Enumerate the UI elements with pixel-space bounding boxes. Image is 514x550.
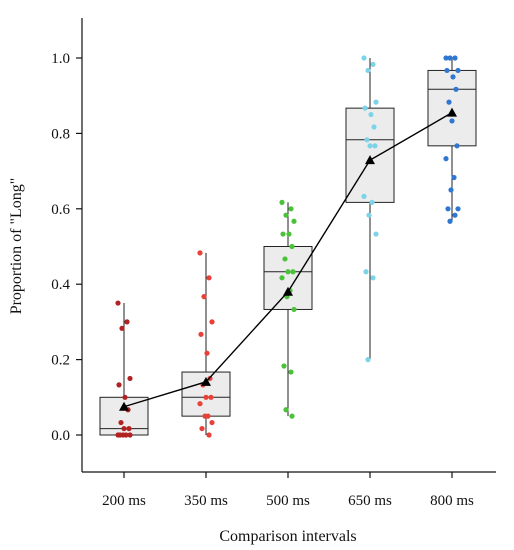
data-point	[283, 407, 289, 413]
data-point	[209, 319, 215, 325]
box-group	[181, 252, 231, 435]
data-point	[285, 269, 291, 275]
y-axis-title: Proportion of "Long"	[8, 178, 25, 315]
data-point	[373, 99, 379, 105]
data-point	[116, 382, 122, 388]
x-axis-title: Comparison intervals	[219, 528, 356, 545]
x-tick-label: 500 ms	[266, 493, 310, 509]
data-point	[449, 118, 455, 124]
data-point	[444, 67, 450, 74]
data-point	[206, 275, 212, 281]
data-point	[366, 212, 372, 218]
data-point	[450, 74, 456, 80]
data-point	[361, 193, 367, 199]
data-point	[280, 231, 286, 237]
data-point	[372, 143, 378, 149]
iqr-box	[263, 246, 313, 310]
data-point	[454, 143, 460, 149]
y-tick-label: 0.8	[51, 126, 70, 142]
data-point	[446, 99, 452, 105]
data-point	[127, 432, 133, 438]
data-point	[445, 206, 451, 212]
data-point	[370, 275, 376, 281]
data-point	[122, 394, 128, 400]
data-point	[451, 174, 457, 181]
data-point	[365, 357, 371, 363]
data-point	[373, 231, 379, 237]
data-point	[370, 61, 376, 68]
data-point	[289, 413, 295, 419]
x-tick-label: 350 ms	[184, 493, 228, 509]
mean-marker	[201, 376, 211, 386]
data-point	[198, 331, 204, 337]
data-point	[283, 212, 289, 218]
data-point	[279, 275, 285, 281]
data-point	[206, 432, 212, 438]
data-point	[209, 419, 215, 426]
data-point	[363, 269, 369, 275]
box-group	[99, 303, 149, 436]
data-point	[290, 269, 296, 275]
mean-marker	[119, 401, 129, 411]
data-point	[197, 401, 203, 407]
data-point	[124, 319, 130, 325]
data-point	[452, 55, 458, 61]
data-point	[208, 394, 214, 400]
plot-frame	[81, 18, 496, 473]
data-point	[367, 143, 373, 149]
data-point	[115, 300, 121, 306]
data-point	[201, 294, 207, 300]
data-point	[289, 243, 295, 250]
data-point	[127, 375, 133, 382]
data-point	[365, 67, 371, 74]
data-point	[455, 206, 461, 212]
mean-marker	[447, 107, 457, 117]
data-point	[362, 105, 368, 111]
data-point	[203, 394, 209, 400]
data-point	[368, 111, 374, 118]
y-tick-label: 0.6	[51, 202, 70, 218]
data-point	[282, 256, 288, 262]
y-tick-label: 0.2	[51, 353, 70, 369]
x-tick-label: 650 ms	[348, 493, 392, 509]
data-point	[364, 137, 370, 143]
data-point	[455, 67, 461, 74]
data-point	[448, 187, 454, 193]
data-point	[119, 325, 125, 331]
data-point	[288, 206, 294, 212]
data-point	[443, 55, 449, 61]
data-point	[371, 124, 377, 130]
mean-marker	[283, 286, 293, 296]
data-point	[369, 199, 375, 205]
x-tick-label: 800 ms	[430, 493, 474, 509]
data-point	[452, 212, 458, 218]
data-point	[117, 432, 123, 438]
data-point	[126, 425, 132, 432]
data-point	[199, 425, 205, 432]
y-tick-label: 1.0	[51, 51, 70, 67]
data-point	[447, 218, 453, 224]
data-point	[288, 369, 294, 375]
x-tick-label: 200 ms	[102, 493, 146, 509]
y-tick-label: 0.4	[51, 277, 70, 293]
data-point	[118, 419, 124, 426]
data-point	[202, 413, 208, 419]
data-point	[453, 86, 459, 92]
data-point	[281, 363, 287, 369]
data-point	[204, 350, 210, 356]
y-tick-label: 0.0	[51, 428, 70, 444]
data-point	[361, 55, 367, 61]
data-point	[197, 250, 203, 256]
box-group	[345, 58, 395, 360]
data-point	[121, 425, 127, 432]
data-point	[286, 231, 292, 237]
data-point	[291, 218, 297, 224]
data-point	[443, 156, 449, 162]
data-point	[279, 199, 285, 205]
box-group	[427, 58, 477, 222]
mean-marker	[365, 155, 375, 165]
data-point	[291, 306, 297, 313]
data-point	[447, 55, 453, 61]
